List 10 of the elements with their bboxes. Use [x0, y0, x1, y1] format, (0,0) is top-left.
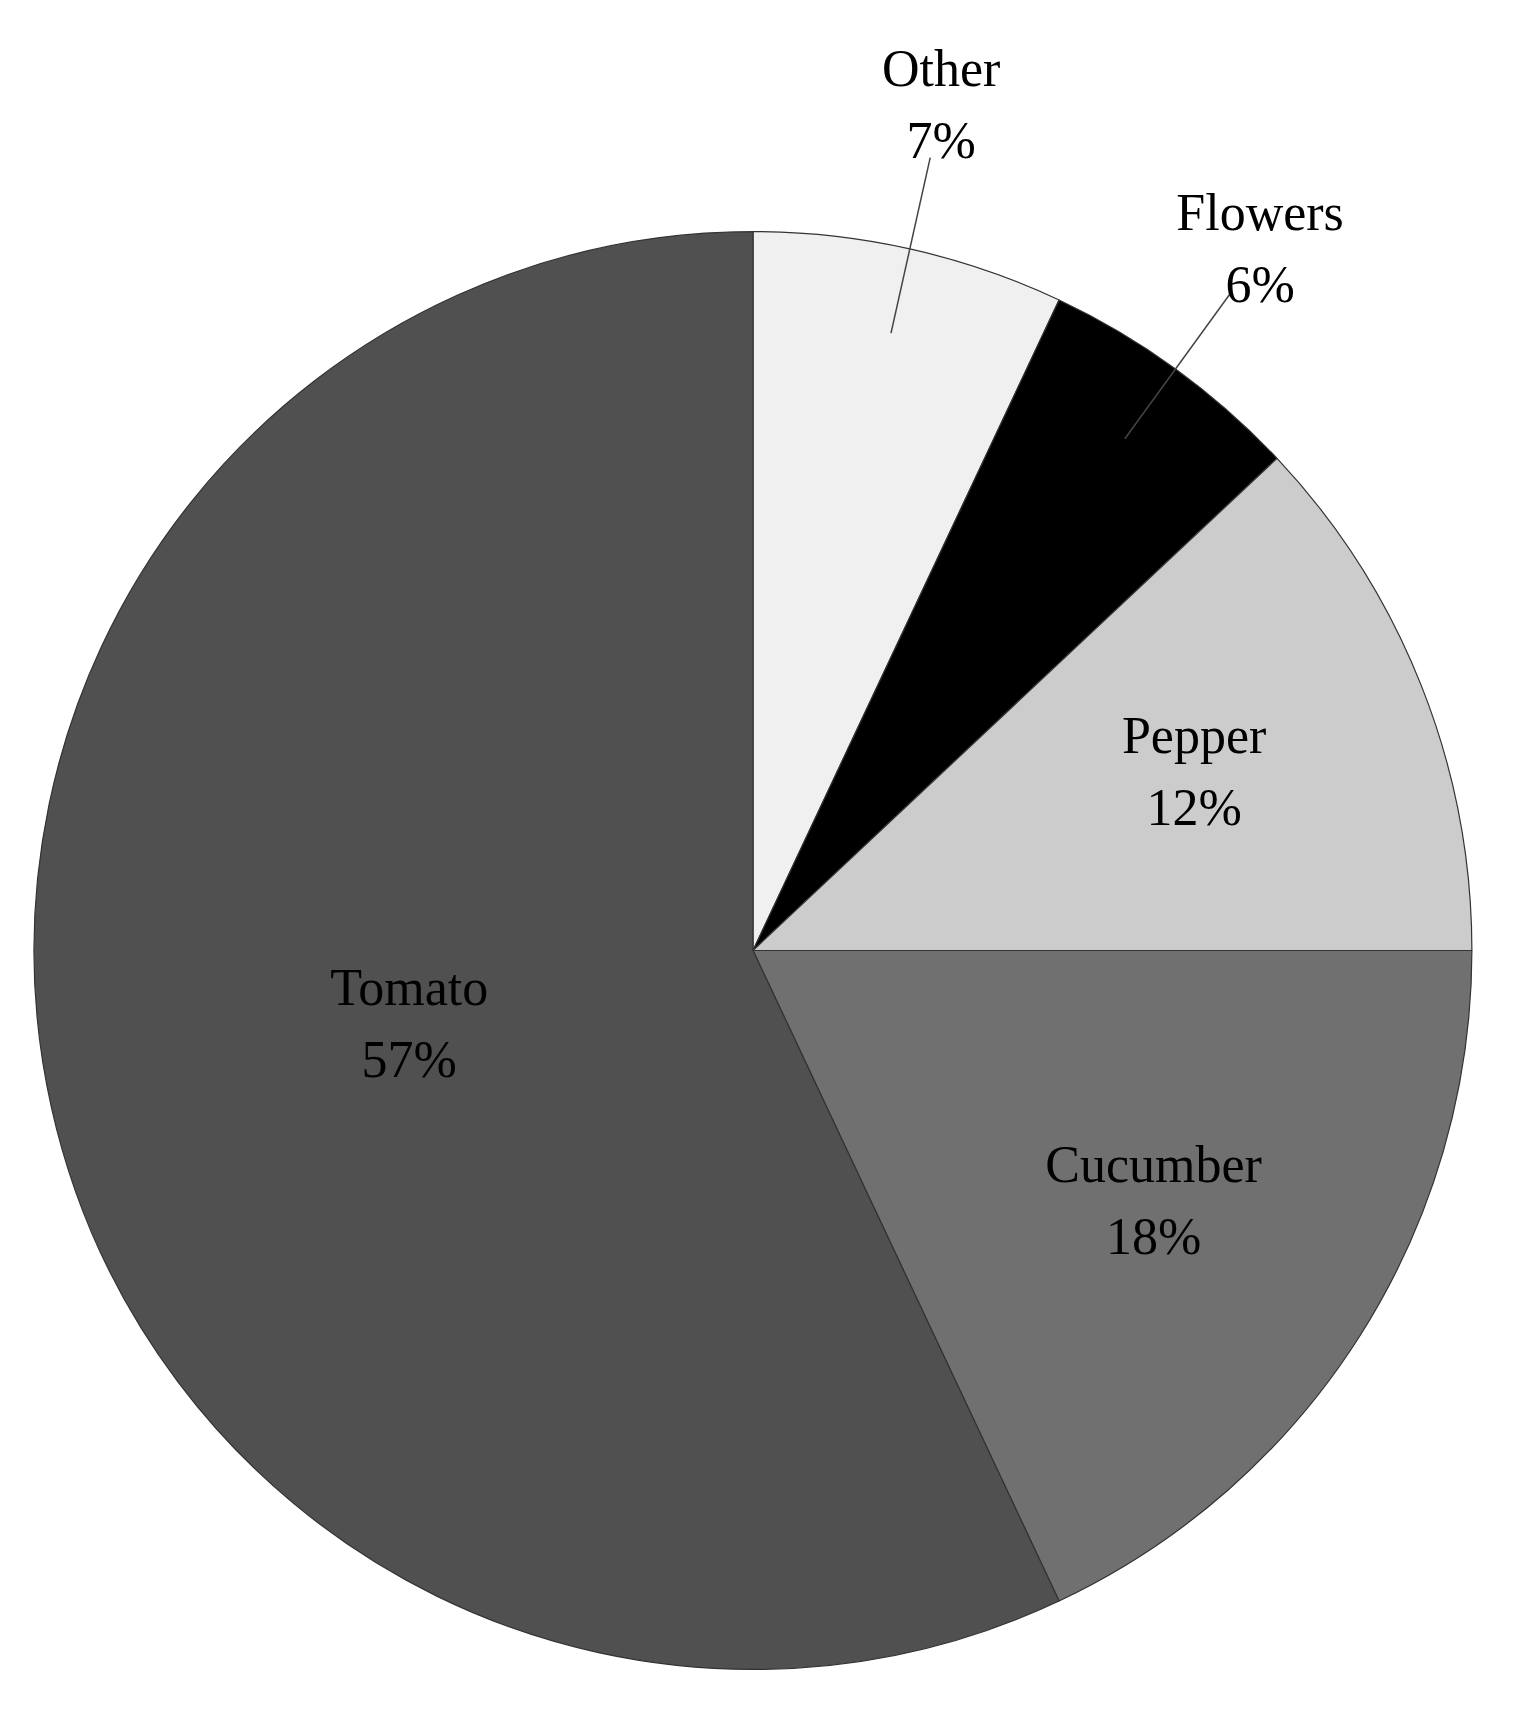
data-label: 6%: [1225, 256, 1295, 314]
data-label: 57%: [361, 1031, 457, 1088]
slice-label: Flowers: [1176, 184, 1344, 242]
slice-label: Other: [881, 40, 1001, 98]
data-label: 18%: [1105, 1208, 1202, 1266]
slice-label: Cucumber: [1045, 1136, 1262, 1194]
data-label: 12%: [1146, 779, 1242, 837]
data-label: 7%: [906, 112, 976, 170]
slice-label: Pepper: [1121, 707, 1267, 765]
slice-label: Tomato: [330, 959, 489, 1016]
